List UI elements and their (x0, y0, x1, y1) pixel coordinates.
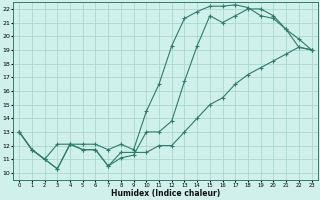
X-axis label: Humidex (Indice chaleur): Humidex (Indice chaleur) (111, 189, 220, 198)
